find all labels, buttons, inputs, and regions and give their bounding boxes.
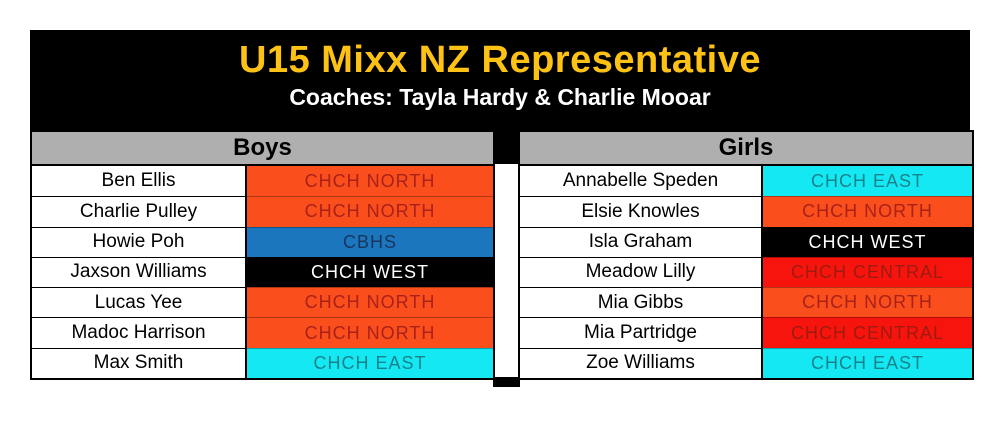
table-row: Meadow Lilly CHCH CENTRAL [520,256,972,288]
player-name-cell: Elsie Knowles [520,196,763,227]
table-row: Annabelle Speden CHCH EAST [520,166,972,197]
table-row: Max Smith CHCH EAST [32,347,493,378]
table-row: Zoe Williams CHCH EAST [520,347,972,378]
coaches-subtitle: Coaches: Tayla Hardy & Charlie Mooar [289,83,711,110]
table-divider [493,130,520,387]
club-cell: CHCH EAST [247,347,493,378]
club-cell: CHCH CENTRAL [763,317,972,348]
boys-table: Boys Ben Ellis CHCH NORTH Charlie Pulley CH… [30,130,495,380]
player-name-cell: Meadow Lilly [520,256,763,288]
page-title: U15 Mixx NZ Representative [239,39,761,81]
girls-table: Girls Annabelle Speden CHCH EAST Elsie Kno… [518,130,974,380]
table-row: Charlie Pulley CHCH NORTH [32,196,493,227]
boys-header: Boys [32,132,493,166]
club-cell: CHCH NORTH [763,196,972,227]
club-cell: CHCH NORTH [247,166,493,197]
club-cell: CHCH CENTRAL [763,256,972,288]
player-name-cell: Jaxson Williams [32,256,247,288]
club-cell: CBHS [247,226,493,257]
club-cell: CHCH NORTH [247,317,493,348]
divider-top-block [495,130,518,164]
club-cell: CHCH EAST [763,347,972,378]
club-cell: CHCH NORTH [247,287,493,318]
roster-tables: Boys Ben Ellis CHCH NORTH Charlie Pulley CH… [30,130,974,387]
player-name-cell: Mia Partridge [520,317,763,348]
divider-bottom-block [493,377,520,387]
table-row: Mia Partridge CHCH CENTRAL [520,317,972,348]
player-name-cell: Annabelle Speden [520,166,763,197]
girls-header: Girls [520,132,972,166]
table-row: Isla Graham CHCH WEST [520,226,972,257]
title-banner: U15 Mixx NZ Representative Coaches: Tayl… [30,30,970,130]
club-cell: CHCH WEST [247,256,493,288]
player-name-cell: Ben Ellis [32,166,247,197]
club-cell: CHCH NORTH [247,196,493,227]
table-row: Mia Gibbs CHCH NORTH [520,287,972,318]
player-name-cell: Isla Graham [520,226,763,257]
club-cell: CHCH EAST [763,166,972,197]
table-row: Elsie Knowles CHCH NORTH [520,196,972,227]
table-row: Lucas Yee CHCH NORTH [32,287,493,318]
player-name-cell: Mia Gibbs [520,287,763,318]
table-row: Jaxson Williams CHCH WEST [32,256,493,288]
player-name-cell: Madoc Harrison [32,317,247,348]
player-name-cell: Howie Poh [32,226,247,257]
player-name-cell: Charlie Pulley [32,196,247,227]
player-name-cell: Lucas Yee [32,287,247,318]
table-row: Howie Poh CBHS [32,226,493,257]
player-name-cell: Max Smith [32,347,247,378]
club-cell: CHCH NORTH [763,287,972,318]
table-row: Ben Ellis CHCH NORTH [32,166,493,197]
club-cell: CHCH WEST [763,226,972,257]
girls-rows: Annabelle Speden CHCH EAST Elsie Knowles CH… [520,166,972,378]
boys-rows: Ben Ellis CHCH NORTH Charlie Pulley CHCH NO… [32,166,493,378]
player-name-cell: Zoe Williams [520,347,763,378]
table-row: Madoc Harrison CHCH NORTH [32,317,493,348]
